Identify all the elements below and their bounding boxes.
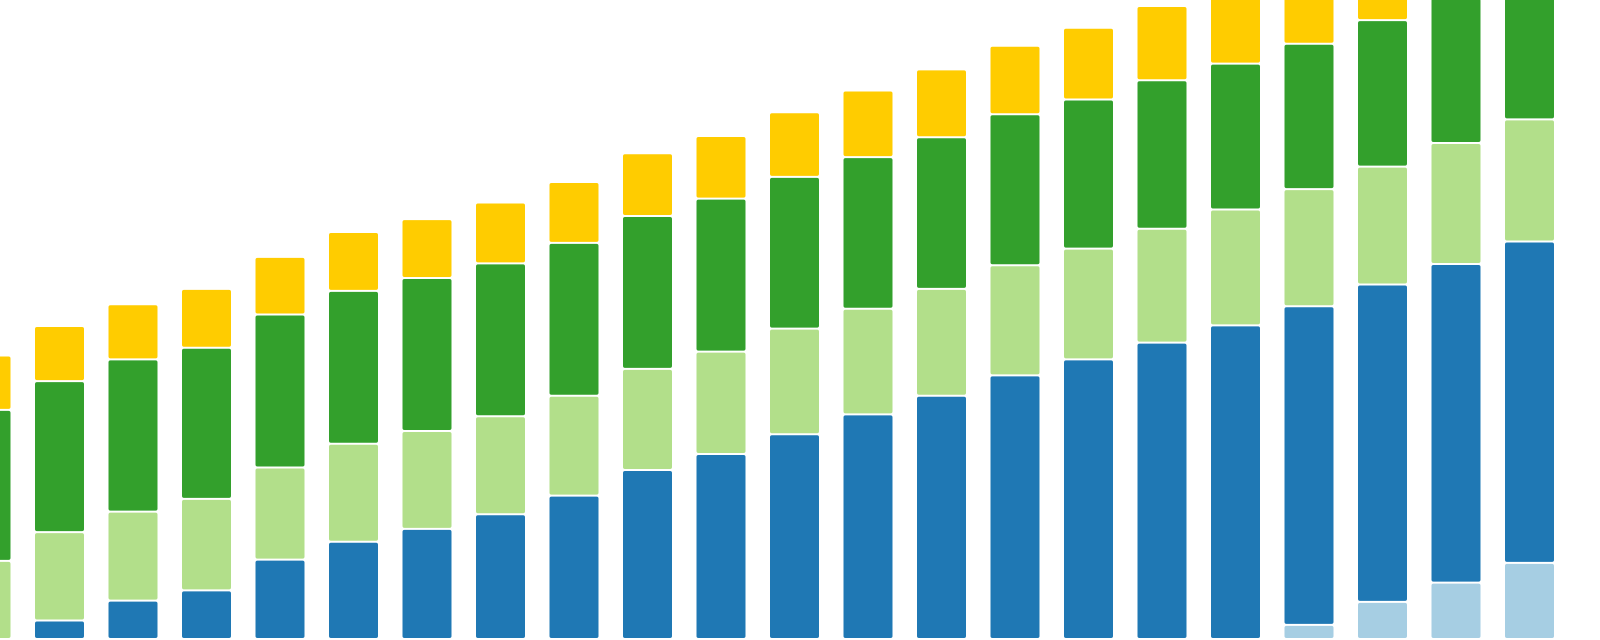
bar-segment-1-series-4 <box>0 410 11 560</box>
bar-segment-19-series-3 <box>1284 190 1334 306</box>
bar-segment-5-series-3 <box>255 468 305 559</box>
bar-segment-13-series-2 <box>843 415 893 638</box>
bar-segment-9-series-5 <box>549 183 599 242</box>
bar-segment-1-series-3 <box>0 561 11 638</box>
bar-segment-3-series-5 <box>108 305 158 359</box>
bar-segment-9-series-2 <box>549 496 599 638</box>
bar-segment-21-series-1 <box>1431 583 1481 638</box>
bar-segment-2-series-5 <box>35 327 84 381</box>
bar-segment-22-series-3 <box>1505 120 1554 241</box>
bar-segment-5-series-4 <box>255 315 305 467</box>
bar-segment-13-series-3 <box>843 309 893 414</box>
bar-segment-6-series-4 <box>329 291 378 443</box>
bar-segment-8-series-4 <box>476 264 525 416</box>
bar-segment-19-series-4 <box>1284 44 1334 189</box>
bar-segment-2-series-2 <box>35 621 84 638</box>
bar-segment-8-series-3 <box>476 417 525 514</box>
bar-segment-6-series-2 <box>329 542 378 638</box>
bar-segment-14-series-2 <box>917 396 966 638</box>
bar-segment-4-series-2 <box>182 591 231 638</box>
bar-segment-15-series-2 <box>990 376 1040 638</box>
bar-segment-13-series-4 <box>843 158 893 308</box>
bar-segment-4-series-4 <box>182 348 231 498</box>
bar-segment-20-series-2 <box>1358 285 1407 601</box>
bar-segment-12-series-5 <box>770 113 819 176</box>
bar-segment-12-series-2 <box>770 435 819 638</box>
bar-segment-4-series-5 <box>182 289 231 347</box>
bar-segment-17-series-5 <box>1137 7 1187 80</box>
bar-segment-5-series-2 <box>255 560 305 638</box>
bar-segment-8-series-2 <box>476 515 525 638</box>
bar-segment-10-series-4 <box>623 216 672 368</box>
bar-segment-22-series-4 <box>1505 0 1554 119</box>
bar-segment-13-series-5 <box>843 91 893 157</box>
bar-segment-6-series-3 <box>329 444 378 541</box>
bar-segment-12-series-3 <box>770 329 819 434</box>
bar-segment-6-series-5 <box>329 232 378 290</box>
bar-segment-11-series-4 <box>696 199 746 351</box>
bar-segment-16-series-2 <box>1064 360 1113 638</box>
bar-segment-2-series-4 <box>35 382 84 532</box>
bar-segment-7-series-3 <box>402 432 452 528</box>
bar-segment-10-series-5 <box>623 154 672 215</box>
bar-segment-20-series-5 <box>1358 0 1407 20</box>
bar-segment-14-series-3 <box>917 289 966 395</box>
bar-segment-17-series-4 <box>1137 81 1187 228</box>
bar-segment-5-series-5 <box>255 257 305 314</box>
bar-segment-20-series-3 <box>1358 167 1407 284</box>
bar-segment-17-series-2 <box>1137 343 1187 638</box>
bar-segment-7-series-2 <box>402 529 452 638</box>
bar-segment-15-series-4 <box>990 115 1040 265</box>
bar-segment-3-series-2 <box>108 601 158 638</box>
bar-segment-3-series-3 <box>108 512 158 600</box>
bar-segment-2-series-3 <box>35 533 84 620</box>
bar-segment-15-series-3 <box>990 266 1040 375</box>
bar-segment-14-series-5 <box>917 70 966 137</box>
bar-segment-7-series-4 <box>402 279 452 430</box>
bar-segment-19-series-2 <box>1284 307 1334 624</box>
bar-segment-8-series-5 <box>476 203 525 263</box>
bar-segment-10-series-3 <box>623 369 672 470</box>
bar-segment-3-series-4 <box>108 360 158 511</box>
bar-segment-18-series-5 <box>1211 0 1260 63</box>
bar-segment-10-series-2 <box>623 471 672 638</box>
bar-segment-22-series-1 <box>1505 563 1554 638</box>
bar-segment-4-series-3 <box>182 499 231 590</box>
bar-segment-16-series-3 <box>1064 249 1113 359</box>
bar-segment-1-series-5 <box>0 356 11 409</box>
bar-segment-21-series-2 <box>1431 264 1481 582</box>
bar-segment-20-series-1 <box>1358 602 1407 638</box>
bar-segment-12-series-4 <box>770 177 819 328</box>
bar-segment-9-series-3 <box>549 396 599 495</box>
bar-segment-9-series-4 <box>549 243 599 395</box>
bar-segment-16-series-5 <box>1064 28 1113 99</box>
bar-segment-17-series-3 <box>1137 229 1187 342</box>
bar-segment-20-series-4 <box>1358 21 1407 166</box>
bar-segment-11-series-3 <box>696 352 746 454</box>
bar-segment-18-series-3 <box>1211 210 1260 325</box>
bar-segment-16-series-4 <box>1064 100 1113 248</box>
bar-segment-7-series-5 <box>402 220 452 278</box>
bar-segment-18-series-2 <box>1211 326 1260 638</box>
bar-segment-19-series-1 <box>1284 625 1334 638</box>
bar-segment-15-series-5 <box>990 46 1040 114</box>
bar-segment-22-series-2 <box>1505 242 1554 562</box>
bar-segment-19-series-5 <box>1284 0 1334 43</box>
bar-segment-18-series-4 <box>1211 64 1260 209</box>
bar-segment-14-series-4 <box>917 138 966 288</box>
bar-segment-21-series-3 <box>1431 144 1481 263</box>
bar-segment-11-series-2 <box>696 455 746 638</box>
bar-segment-11-series-5 <box>696 136 746 198</box>
bar-segment-21-series-4 <box>1431 0 1481 142</box>
